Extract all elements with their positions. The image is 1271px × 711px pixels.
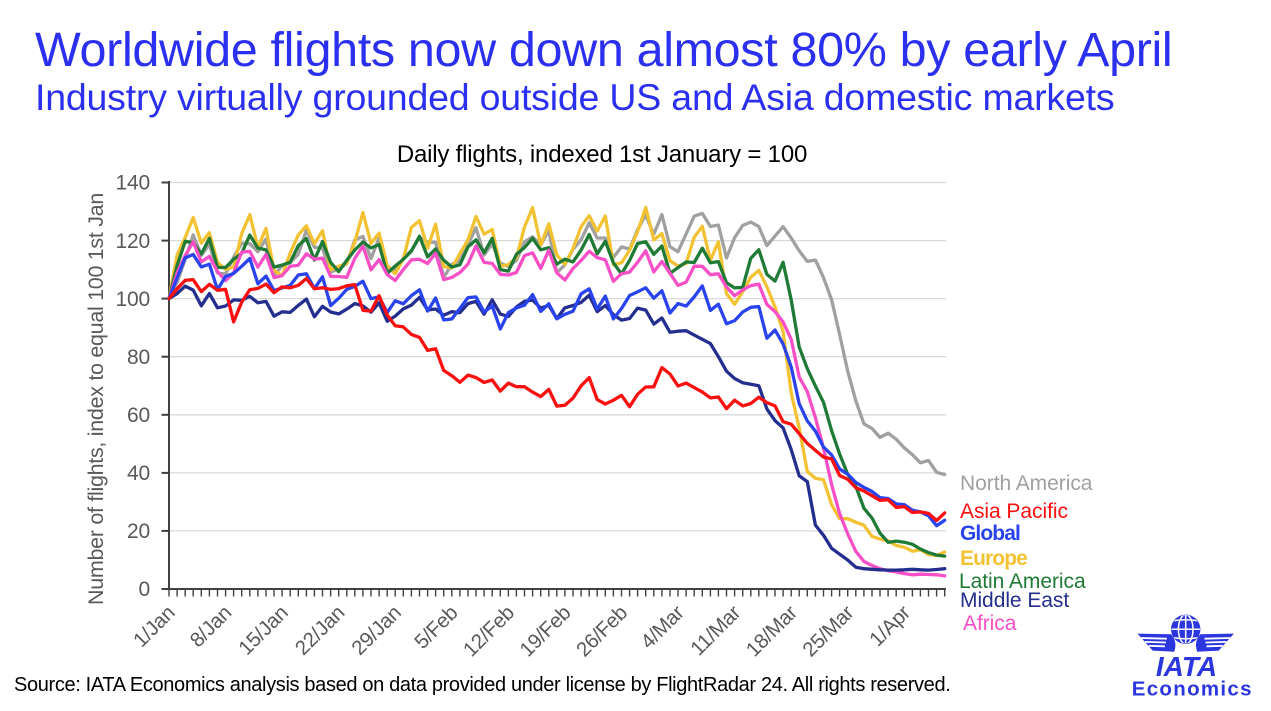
svg-text:120: 120 (116, 230, 150, 253)
svg-text:8/Jan: 8/Jan (185, 601, 236, 652)
svg-text:Global: Global (960, 522, 1020, 545)
svg-text:Economics: Economics (1132, 678, 1253, 701)
svg-text:11/Mar: 11/Mar (686, 601, 745, 660)
svg-text:Latin America: Latin America (959, 570, 1086, 593)
svg-text:4/Mar: 4/Mar (636, 601, 689, 654)
svg-text:40: 40 (127, 462, 150, 485)
svg-text:19/Feb: 19/Feb (515, 601, 575, 661)
svg-text:Number of flights, index to eq: Number of flights, index to equal 100 1s… (84, 193, 108, 605)
svg-text:140: 140 (116, 172, 150, 195)
svg-text:15/Jan: 15/Jan (234, 601, 293, 660)
svg-text:22/Jan: 22/Jan (291, 601, 350, 660)
svg-text:IATA: IATA (1156, 651, 1217, 682)
svg-text:12/Feb: 12/Feb (459, 601, 519, 661)
svg-text:29/Jan: 29/Jan (347, 601, 406, 660)
svg-text:5/Feb: 5/Feb (410, 601, 462, 653)
svg-text:Middle East: Middle East (960, 589, 1069, 612)
svg-text:Africa: Africa (963, 612, 1017, 635)
svg-text:100: 100 (116, 288, 150, 311)
svg-text:25/Mar: 25/Mar (798, 601, 858, 661)
svg-text:80: 80 (127, 346, 150, 369)
svg-text:20: 20 (127, 520, 150, 543)
svg-text:0: 0 (139, 578, 150, 601)
svg-text:Daily flights, indexed 1st Jan: Daily flights, indexed 1st January = 100 (397, 141, 807, 168)
svg-text:1/Jan: 1/Jan (129, 601, 180, 652)
svg-text:18/Mar: 18/Mar (742, 601, 802, 661)
svg-text:Europe: Europe (960, 547, 1027, 570)
svg-text:1/Apr: 1/Apr (865, 601, 915, 651)
svg-text:North America: North America (960, 472, 1093, 495)
svg-text:60: 60 (127, 404, 150, 427)
svg-text:26/Feb: 26/Feb (572, 601, 632, 661)
svg-text:Asia Pacific: Asia Pacific (960, 500, 1068, 523)
